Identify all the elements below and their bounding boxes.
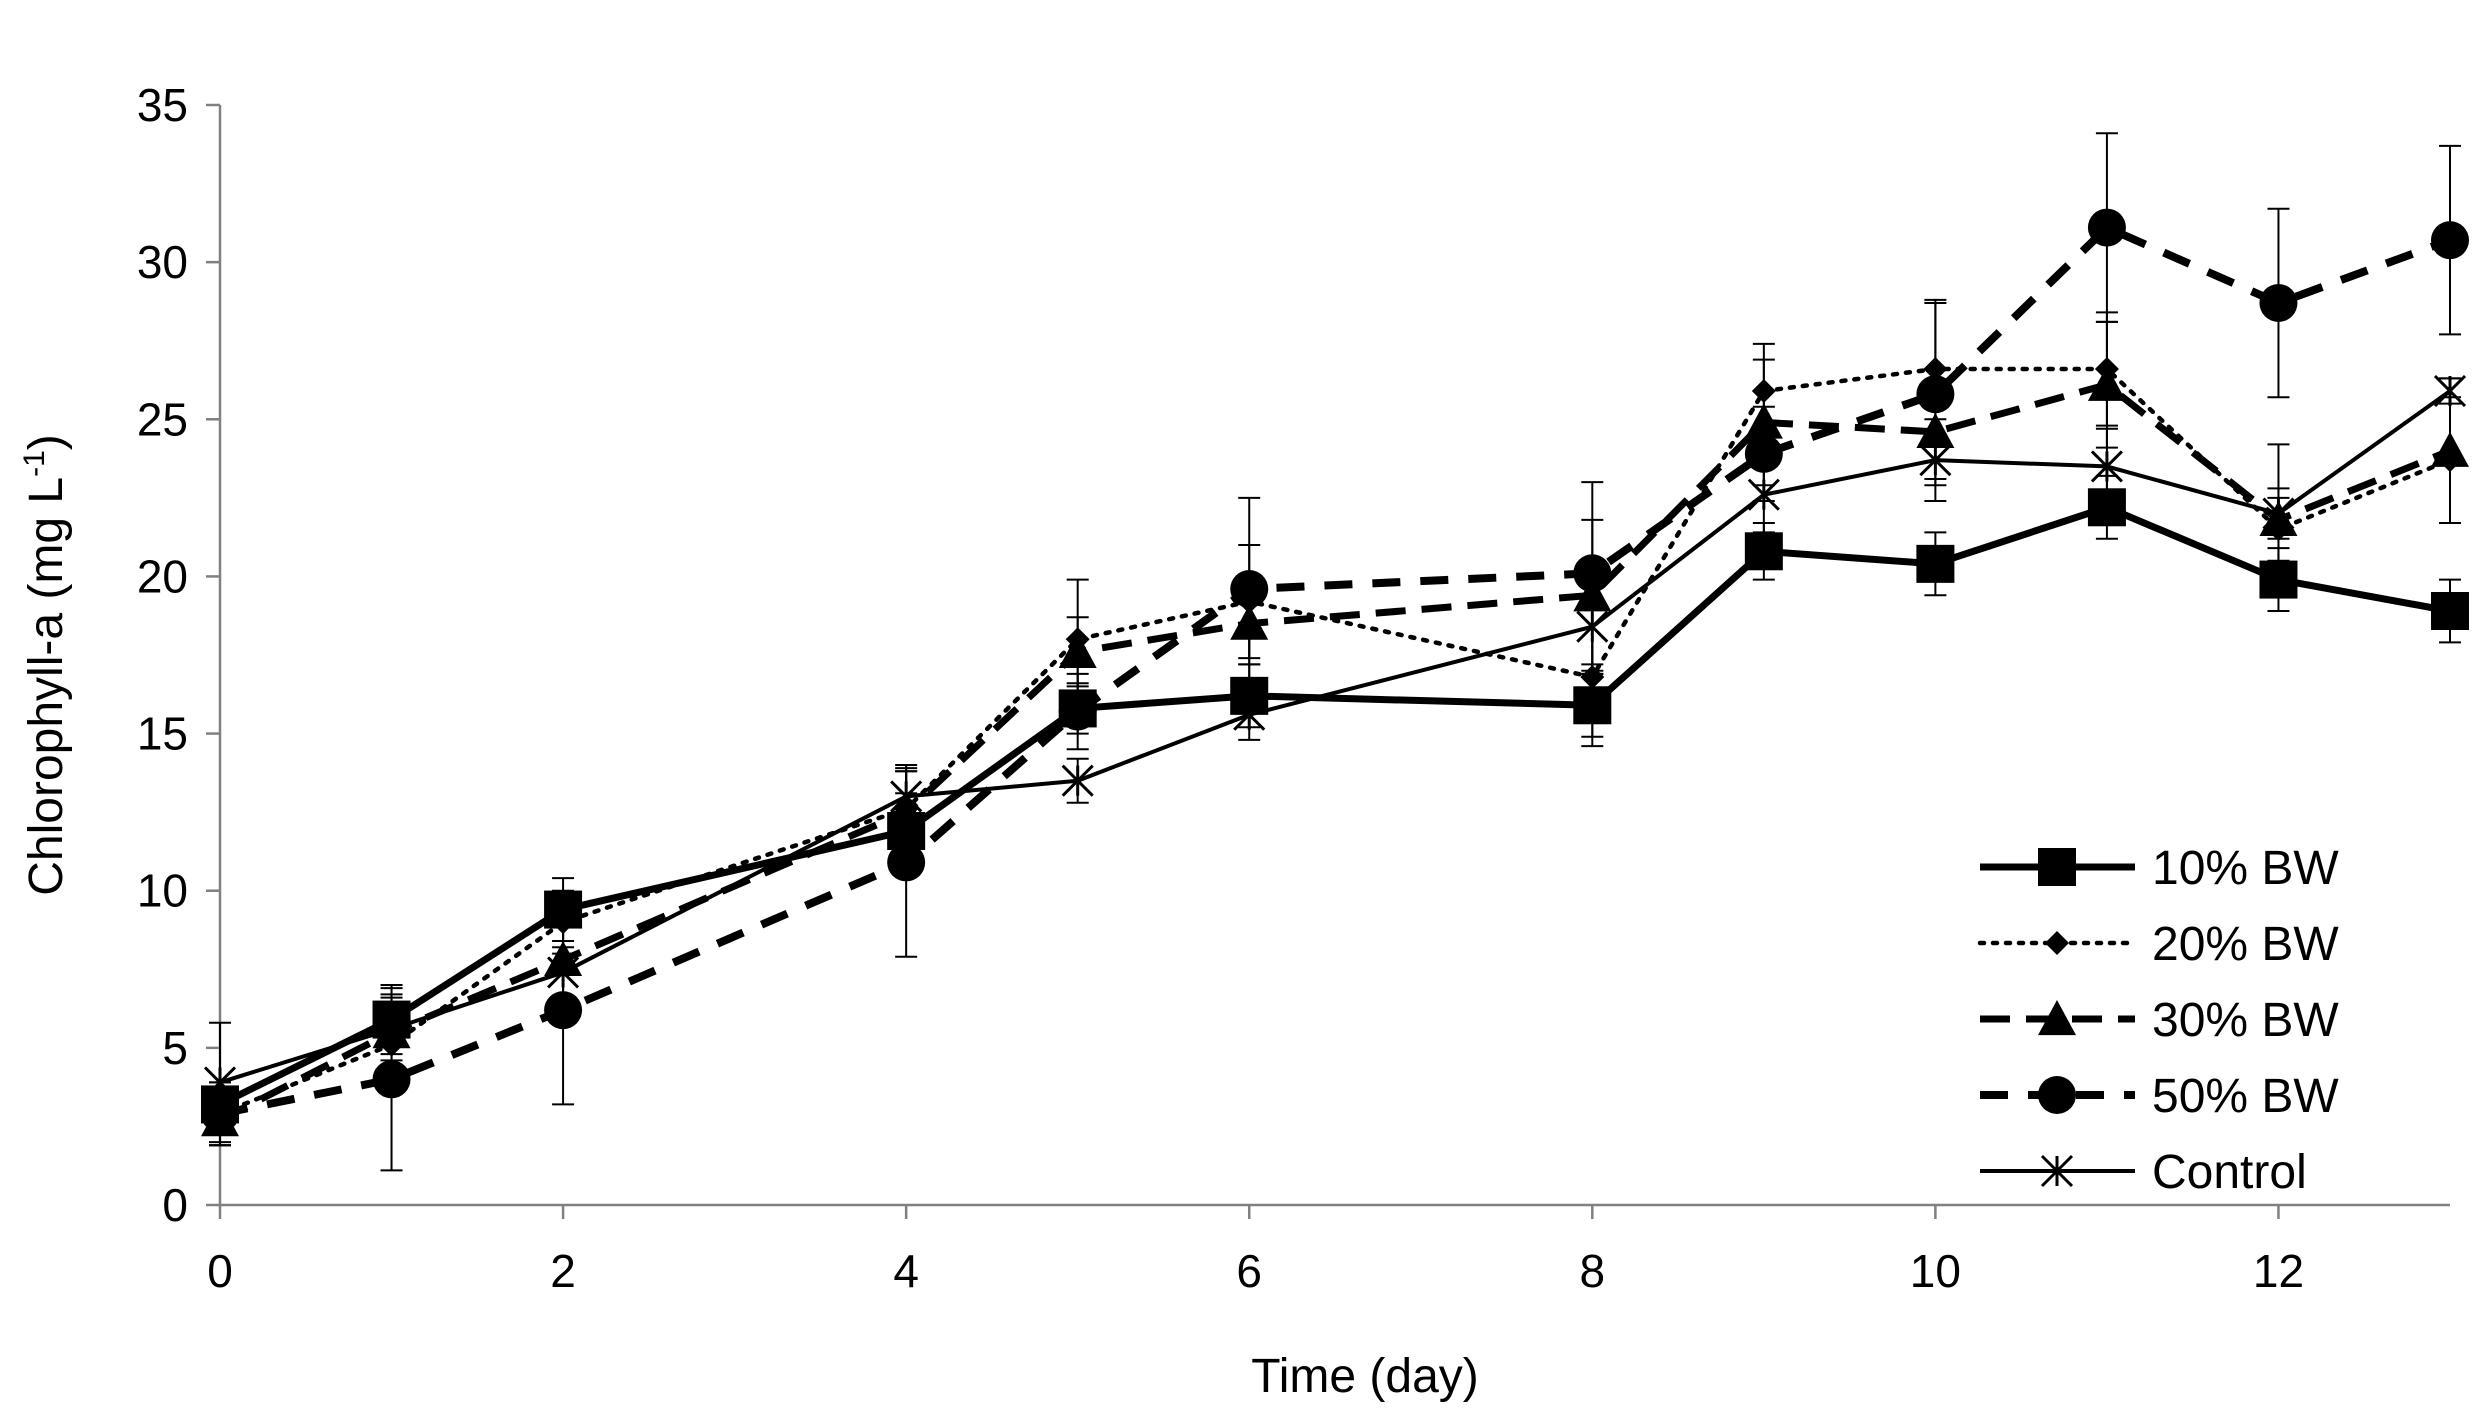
legend-label: 20% BW [2152, 918, 2339, 971]
x-tick-label: 6 [1236, 1245, 1262, 1297]
y-axis-title: Chlorophyll-a (mg L-1) [18, 434, 73, 896]
x-tick-label: 4 [893, 1245, 919, 1297]
data-point [1747, 478, 1780, 511]
data-point [1230, 570, 1269, 608]
data-point [375, 1012, 408, 1046]
data-point [1744, 434, 1783, 473]
legend-marker [2038, 1000, 2076, 1036]
data-point [372, 1060, 411, 1099]
legend-label: 50% BW [2152, 1070, 2339, 1123]
data-point [544, 991, 583, 1030]
legend-item-10pct-bw: 10% BW [1980, 842, 2339, 895]
data-point [1744, 532, 1783, 571]
data-point [887, 843, 926, 882]
data-point [2431, 592, 2469, 630]
y-tick-label: 15 [137, 708, 188, 760]
data-point [2431, 431, 2469, 467]
y-tick-label: 20 [137, 550, 188, 602]
data-point [1916, 544, 1955, 583]
x-tick-label: 10 [1910, 1245, 1961, 1297]
series-line [219, 223, 2452, 1118]
legend-item-30pct-bw: 30% BW [1980, 994, 2339, 1047]
data-point [2090, 450, 2123, 483]
series-line [218, 503, 2451, 1108]
y-tick-label: 0 [162, 1179, 188, 1231]
data-point [2259, 284, 2298, 322]
x-tick-label: 8 [1580, 1245, 1606, 1297]
data-point [1058, 632, 1097, 669]
series-line [218, 381, 2452, 1124]
legend-label: 10% BW [2152, 842, 2339, 895]
y-tick-label: 5 [162, 1022, 188, 1074]
x-tick-label: 0 [207, 1245, 233, 1297]
data-point [2433, 374, 2467, 408]
data-point [2087, 365, 2126, 401]
data-point [890, 780, 923, 813]
data-point [1573, 554, 1612, 593]
legend-label: 30% BW [2152, 994, 2339, 1047]
data-point [2087, 208, 2126, 247]
y-tick-label: 35 [137, 79, 188, 131]
data-point [1233, 698, 1266, 731]
x-axis-title: Time (day) [1251, 1350, 1479, 1403]
series-10pct-bw [201, 474, 2469, 1124]
legend-marker [2038, 848, 2076, 886]
y-axis-title-close: ) [20, 434, 73, 450]
y-tick-label: 10 [137, 865, 188, 917]
y-axis-title-main: Chlorophyll-a (mg L [20, 477, 73, 896]
series-control [203, 374, 2467, 1144]
data-point [2262, 497, 2295, 530]
x-tick-label: 12 [2253, 1245, 2304, 1297]
legend-item-control: Control [1980, 1146, 2307, 1199]
data-point [1058, 692, 1097, 731]
series-line [219, 389, 2452, 1085]
series-50pct-bw [201, 132, 2469, 1172]
data-point [547, 956, 580, 989]
data-point [1576, 610, 1609, 643]
y-tick-label: 30 [137, 236, 188, 288]
y-tick-label: 25 [137, 393, 188, 445]
data-point [1061, 764, 1094, 797]
legend-marker [2038, 1076, 2076, 1114]
data-point [203, 1066, 237, 1099]
x-tick-label: 2 [550, 1245, 576, 1297]
y-axis-title-superscript: -1 [18, 450, 51, 477]
data-point [1919, 444, 1952, 477]
data-point [2431, 221, 2469, 260]
legend-item-20pct-bw: 20% BW [1977, 918, 2339, 971]
data-point [1916, 375, 1955, 414]
legend-marker [2045, 931, 2069, 955]
legend-item-50pct-bw: 50% BW [1980, 1070, 2339, 1123]
legend-marker [2040, 1154, 2074, 1188]
legend-label: Control [2152, 1146, 2307, 1199]
